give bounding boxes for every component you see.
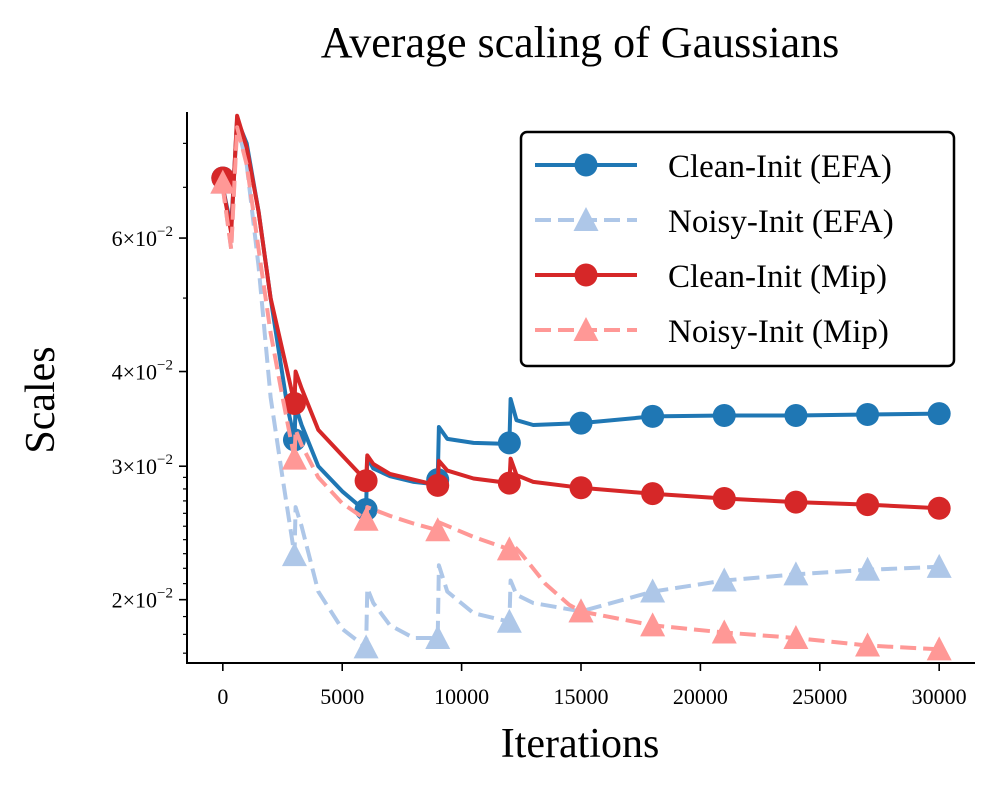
data-point bbox=[353, 506, 379, 531]
legend-label: Clean-Init (EFA) bbox=[668, 149, 892, 185]
chart-title: Average scaling of Gaussians bbox=[321, 18, 839, 67]
series-line bbox=[220, 121, 940, 650]
data-point bbox=[784, 403, 808, 427]
legend-marker bbox=[573, 207, 599, 231]
data-point bbox=[282, 391, 306, 415]
series-clean-init-efa bbox=[211, 117, 951, 522]
data-point bbox=[711, 567, 737, 592]
data-point bbox=[354, 469, 378, 493]
data-point bbox=[568, 598, 594, 623]
data-point bbox=[497, 431, 521, 455]
data-point bbox=[855, 556, 881, 581]
series-noisy-init-mip bbox=[210, 125, 952, 661]
series-clean-init-mip bbox=[211, 113, 951, 520]
data-point bbox=[281, 445, 307, 470]
x-tick-label: 10000 bbox=[434, 684, 489, 709]
x-tick-label: 15000 bbox=[554, 684, 609, 709]
data-point bbox=[711, 619, 737, 644]
data-point bbox=[640, 612, 666, 637]
data-point bbox=[641, 482, 665, 506]
data-point bbox=[856, 493, 880, 517]
data-point bbox=[569, 476, 593, 500]
data-point bbox=[497, 471, 521, 495]
data-point bbox=[353, 634, 379, 659]
x-ticks: 0 5000 10000 15000 20000 25000 30000 bbox=[217, 663, 967, 709]
data-point bbox=[926, 553, 952, 578]
y-tick-label: 3×10−2 bbox=[112, 452, 173, 479]
data-point bbox=[640, 578, 666, 603]
series-line bbox=[220, 125, 940, 652]
y-ticks: 2×10−2 3×10−2 4×10−2 6×10−2 bbox=[112, 142, 187, 654]
data-point bbox=[927, 402, 951, 426]
data-point bbox=[425, 625, 451, 650]
data-point bbox=[425, 517, 451, 542]
series-line bbox=[220, 117, 940, 512]
data-point bbox=[855, 632, 881, 657]
legend-label: Noisy-Init (EFA) bbox=[668, 204, 894, 240]
data-point bbox=[281, 542, 307, 567]
y-axis-label: Scales bbox=[18, 346, 64, 453]
x-tick-label: 30000 bbox=[912, 684, 967, 709]
legend-frame bbox=[519, 130, 956, 368]
plot-series bbox=[210, 113, 952, 661]
y-tick-label: 6×10−2 bbox=[112, 224, 173, 251]
x-axis-label: Iterations bbox=[501, 721, 660, 767]
legend: Clean-Init (EFA) Noisy-Init (EFA) Clean-In… bbox=[519, 130, 956, 368]
x-tick-label: 0 bbox=[217, 684, 228, 709]
legend-marker bbox=[574, 263, 598, 287]
legend-marker bbox=[574, 153, 598, 177]
legend-label: Clean-Init (Mip) bbox=[668, 259, 887, 295]
data-point bbox=[496, 536, 522, 561]
legend-label: Noisy-Init (Mip) bbox=[668, 314, 889, 350]
data-point bbox=[210, 169, 236, 194]
data-point bbox=[783, 625, 809, 650]
data-point bbox=[712, 403, 736, 427]
data-point bbox=[927, 496, 951, 520]
data-point bbox=[569, 411, 593, 435]
data-point bbox=[641, 404, 665, 428]
data-point bbox=[926, 636, 952, 661]
data-point bbox=[783, 561, 809, 586]
data-point bbox=[712, 486, 736, 510]
data-point bbox=[426, 473, 450, 497]
x-tick-label: 5000 bbox=[320, 684, 364, 709]
data-point bbox=[496, 608, 522, 633]
y-tick-label: 4×10−2 bbox=[112, 358, 173, 385]
data-point bbox=[856, 403, 880, 427]
x-tick-label: 20000 bbox=[673, 684, 728, 709]
x-tick-label: 25000 bbox=[792, 684, 847, 709]
y-tick-label: 2×10−2 bbox=[112, 586, 173, 613]
data-point bbox=[784, 490, 808, 514]
legend-marker bbox=[573, 317, 599, 341]
